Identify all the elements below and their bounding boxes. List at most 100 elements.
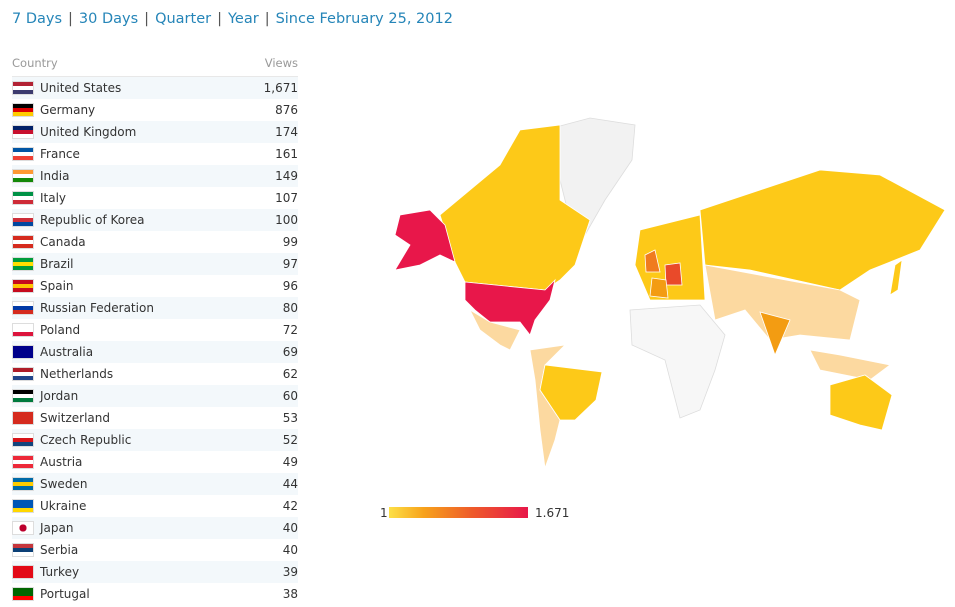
flag-icon xyxy=(12,411,34,425)
header-country: Country xyxy=(12,56,58,70)
flag-icon xyxy=(12,565,34,579)
country-name: Russian Federation xyxy=(40,301,154,315)
country-name: United States xyxy=(40,81,122,95)
table-body: United States 1,671 Germany 876 United Kingd… xyxy=(12,77,298,605)
nav-separator: | xyxy=(264,11,270,27)
country-name: Czech Republic xyxy=(40,433,132,447)
table-row[interactable]: Czech Republic 52 xyxy=(12,429,298,451)
se-asia xyxy=(809,349,891,381)
table-row[interactable]: Japan 40 xyxy=(12,517,298,539)
country-cell: Sweden xyxy=(12,477,87,491)
asia xyxy=(704,264,861,341)
table-row[interactable]: Turkey 39 xyxy=(12,561,298,583)
table-row[interactable]: Germany 876 xyxy=(12,99,298,121)
views-count: 69 xyxy=(282,345,298,359)
views-count: 52 xyxy=(282,433,298,447)
table-row[interactable]: Canada 99 xyxy=(12,231,298,253)
views-count: 42 xyxy=(282,499,298,513)
views-count: 100 xyxy=(275,213,298,227)
table-row[interactable]: Italy 107 xyxy=(12,187,298,209)
table-row[interactable]: United Kingdom 174 xyxy=(12,121,298,143)
flag-icon xyxy=(12,147,34,161)
country-cell: France xyxy=(12,147,80,161)
views-count: 876 xyxy=(275,103,298,117)
table-row[interactable]: Netherlands 62 xyxy=(12,363,298,385)
table-row[interactable]: Sweden 44 xyxy=(12,473,298,495)
country-name: United Kingdom xyxy=(40,125,137,139)
table-row[interactable]: Russian Federation 80 xyxy=(12,297,298,319)
flag-icon xyxy=(12,235,34,249)
table-row[interactable]: United States 1,671 xyxy=(12,77,298,99)
table-row[interactable]: Spain 96 xyxy=(12,275,298,297)
views-count: 44 xyxy=(282,477,298,491)
legend-max: 1.671 xyxy=(535,506,569,520)
country-cell: Russian Federation xyxy=(12,301,154,315)
nav-link[interactable]: Quarter xyxy=(155,11,212,27)
flag-icon xyxy=(12,169,34,183)
country-name: Sweden xyxy=(40,477,88,491)
views-count: 174 xyxy=(275,125,298,139)
country-cell: United States xyxy=(12,81,121,95)
nav-link[interactable]: Year xyxy=(227,11,259,27)
table-row[interactable]: Jordan 60 xyxy=(12,385,298,407)
japan xyxy=(889,259,903,296)
country-name: Australia xyxy=(40,345,94,359)
country-name: Brazil xyxy=(40,257,74,271)
legend-bar xyxy=(389,507,528,518)
country-name: Republic of Korea xyxy=(40,213,145,227)
flag-icon xyxy=(12,389,34,403)
table-row[interactable]: Ukraine 42 xyxy=(12,495,298,517)
flag-icon xyxy=(12,433,34,447)
flag-icon xyxy=(12,521,34,535)
flag-icon xyxy=(12,103,34,117)
mexico xyxy=(469,308,521,351)
flag-icon xyxy=(12,301,34,315)
table-row[interactable]: Austria 49 xyxy=(12,451,298,473)
nav-link[interactable]: 30 Days xyxy=(78,11,139,27)
flag-icon xyxy=(12,587,34,601)
south-america xyxy=(529,344,567,469)
country-name: Austria xyxy=(40,455,83,469)
table-row[interactable]: India 149 xyxy=(12,165,298,187)
views-count: 40 xyxy=(282,543,298,557)
country-cell: Switzerland xyxy=(12,411,110,425)
table-row[interactable]: Australia 69 xyxy=(12,341,298,363)
country-cell: Austria xyxy=(12,455,82,469)
views-count: 80 xyxy=(282,301,298,315)
table-row[interactable]: Serbia 40 xyxy=(12,539,298,561)
header-views: Views xyxy=(264,56,298,70)
views-count: 38 xyxy=(282,587,298,601)
country-cell: Czech Republic xyxy=(12,433,131,447)
table-row[interactable]: Brazil 97 xyxy=(12,253,298,275)
table-row[interactable]: Poland 72 xyxy=(12,319,298,341)
usa xyxy=(464,278,556,336)
table-row[interactable]: Switzerland 53 xyxy=(12,407,298,429)
map-shapes xyxy=(394,117,946,469)
country-cell: Ukraine xyxy=(12,499,86,513)
nav-link[interactable]: 7 Days xyxy=(12,11,63,27)
flag-icon xyxy=(12,279,34,293)
country-cell: Italy xyxy=(12,191,66,205)
nav-separator: | xyxy=(68,11,73,27)
views-count: 149 xyxy=(275,169,298,183)
flag-icon xyxy=(12,367,34,381)
views-count: 161 xyxy=(275,147,298,161)
views-count: 97 xyxy=(282,257,298,271)
table-row[interactable]: France 161 xyxy=(12,143,298,165)
table-row[interactable]: Republic of Korea 100 xyxy=(12,209,298,231)
flag-icon xyxy=(12,323,34,337)
views-count: 1,671 xyxy=(263,81,298,95)
country-cell: Republic of Korea xyxy=(12,213,145,227)
table-row[interactable]: Portugal 38 xyxy=(12,583,298,605)
views-count: 39 xyxy=(282,565,298,579)
country-cell: Brazil xyxy=(12,257,74,271)
country-cell: Spain xyxy=(12,279,74,293)
period-nav: 7 Days | 30 Days | Quarter | Year | Since Februa… xyxy=(12,11,453,27)
nav-link[interactable]: Since February 25, 2012 xyxy=(275,11,453,27)
alaska xyxy=(394,209,456,271)
country-cell: United Kingdom xyxy=(12,125,136,139)
country-name: Spain xyxy=(40,279,74,293)
views-count: 99 xyxy=(282,235,298,249)
country-cell: Jordan xyxy=(12,389,78,403)
